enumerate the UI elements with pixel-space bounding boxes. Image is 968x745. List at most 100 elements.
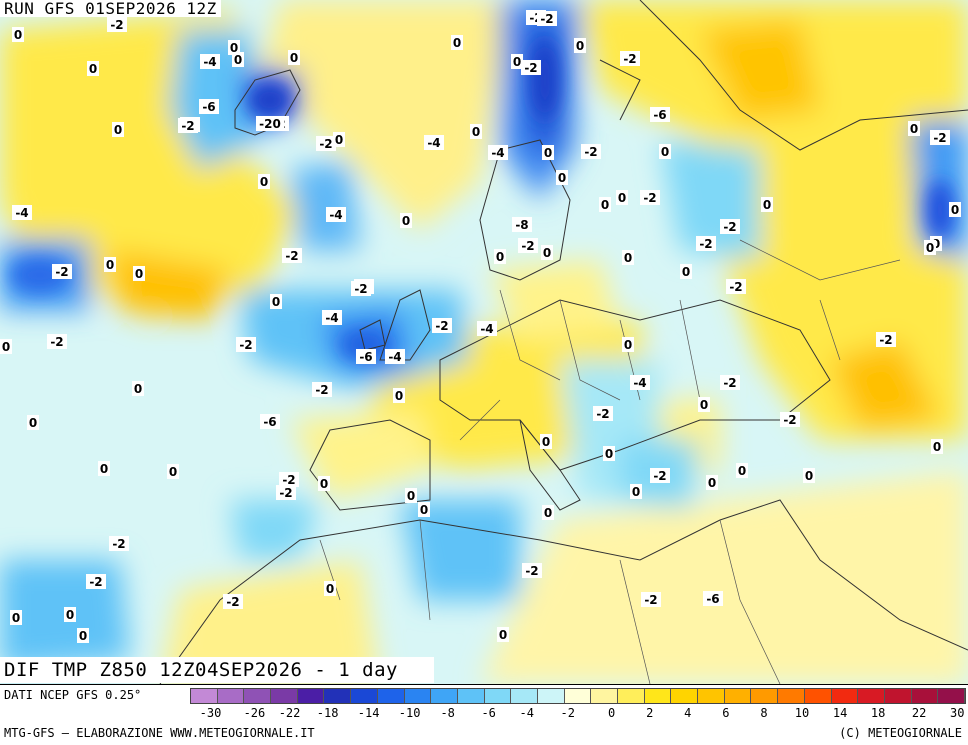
field-label-bg [87,61,99,76]
field-label-bg [112,122,124,137]
field-value-label: -4 [388,350,401,364]
field-label-bg [199,99,219,114]
field-value-label: 0 [14,28,22,42]
colorbar-label: 18 [870,706,886,720]
field-label-bg [630,375,650,390]
field-label-bg [104,257,116,272]
field-value-label: 0 [453,36,461,50]
field-label-bg [12,205,32,220]
field-value-label: 0 [601,198,609,212]
field-value-label: -2 [879,333,892,347]
field-value-label: -2 [112,537,125,551]
field-value-label: 0 [135,267,143,281]
field-label-bg [720,219,740,234]
field-label-bg [477,321,497,336]
field-value-label: 0 [272,295,280,309]
field-label-bg [622,337,634,352]
field-value-label: 0 [618,191,626,205]
field-value-label: -4 [480,322,493,336]
field-value-label: 0 [230,41,238,55]
field-label-bg [10,610,22,625]
field-label-bg [630,484,642,499]
field-label-bg [424,135,444,150]
colorbar-swatch [244,689,272,703]
field-value-label: -2 [783,413,796,427]
field-label-bg [258,174,270,189]
field-label-bg [351,281,371,296]
field-value-label: 0 [661,145,669,159]
field-value-label: 0 [100,462,108,476]
field-label-bg [470,124,482,139]
field-value-label: 0 [605,447,613,461]
field-label-bg [200,54,220,69]
field-label-bg [620,51,640,66]
field-label-bg [451,35,463,50]
field-value-label: 0 [805,469,813,483]
field-label-bg [167,464,179,479]
field-label-bg [622,250,634,265]
colorbar-label: 30 [949,706,965,720]
field-label-bg [236,337,256,352]
field-label-bg [385,349,405,364]
field-value-label: 0 [513,55,521,69]
field-label-bg [511,54,523,69]
field-label-bg [518,238,538,253]
colorbar-label: 8 [760,706,768,720]
field-label-bg [279,472,299,487]
field-value-label: -6 [263,415,276,429]
field-value-label: -2 [279,486,292,500]
field-value-label: 0 [106,258,114,272]
field-label-bg [260,414,280,429]
field-label-bg [288,50,300,65]
footer-credit: MTG-GFS – ELABORAZIONE WWW.METEOGIORNALE… [4,726,315,740]
colorbar-label: -4 [519,706,534,720]
field-label-bg [322,310,342,325]
field-value-label: 0 [114,123,122,137]
field-value-label: 0 [29,416,37,430]
field-label-bg [432,318,452,333]
field-value-label: 0 [79,629,87,643]
field-value-label: 0 [544,146,552,160]
field-value-label: 0 [169,465,177,479]
field-value-label: -4 [203,55,216,69]
field-label-bg [703,591,723,606]
field-label-bg [512,217,532,232]
field-value-label: 0 [542,435,550,449]
colorbar-swatch [644,689,672,703]
colorbar-swatch [484,689,512,703]
field-label-bg [720,375,740,390]
field-label-bg [312,382,332,397]
colorbar-label: -30 [199,706,222,720]
field-value-label: -2 [933,131,946,145]
field-label-bg [659,144,671,159]
field-label-bg [641,592,661,607]
field-value-label: -6 [706,592,719,606]
field-value-label: -4 [491,146,504,160]
field-value-label: -2 [319,137,332,151]
field-label-bg [107,17,127,32]
field-value-label: -2 [584,145,597,159]
field-value-label: -2 [540,12,553,26]
field-label-bg [581,144,601,159]
field-label-bg [726,279,746,294]
field-value-label: 0 [763,198,771,212]
colorbar-swatch [884,689,912,703]
field-label-bg [282,248,302,263]
field-value-label: -6 [653,108,666,122]
field-label-bg [418,502,430,517]
colorbar-swatch [858,689,885,703]
field-value-label: -4 [325,311,338,325]
field-value-label: -2 [315,383,328,397]
field-label-bg [698,397,710,412]
colorbar-label: -18 [316,706,339,720]
anomaly-core-field [10,40,954,359]
field-value-label: -2 [521,239,534,253]
field-label-bg [27,415,39,430]
field-label-bg [761,197,773,212]
field-value-label: 0 [543,246,551,260]
field-label-bg [542,145,554,160]
field-value-label: 0 [2,340,10,354]
field-value-label: -2 [699,237,712,251]
field-value-label: -8 [515,218,528,232]
map-area: -200-2-40000-6-2-2-20-20-4-200-40-2-2-4-… [0,0,968,685]
